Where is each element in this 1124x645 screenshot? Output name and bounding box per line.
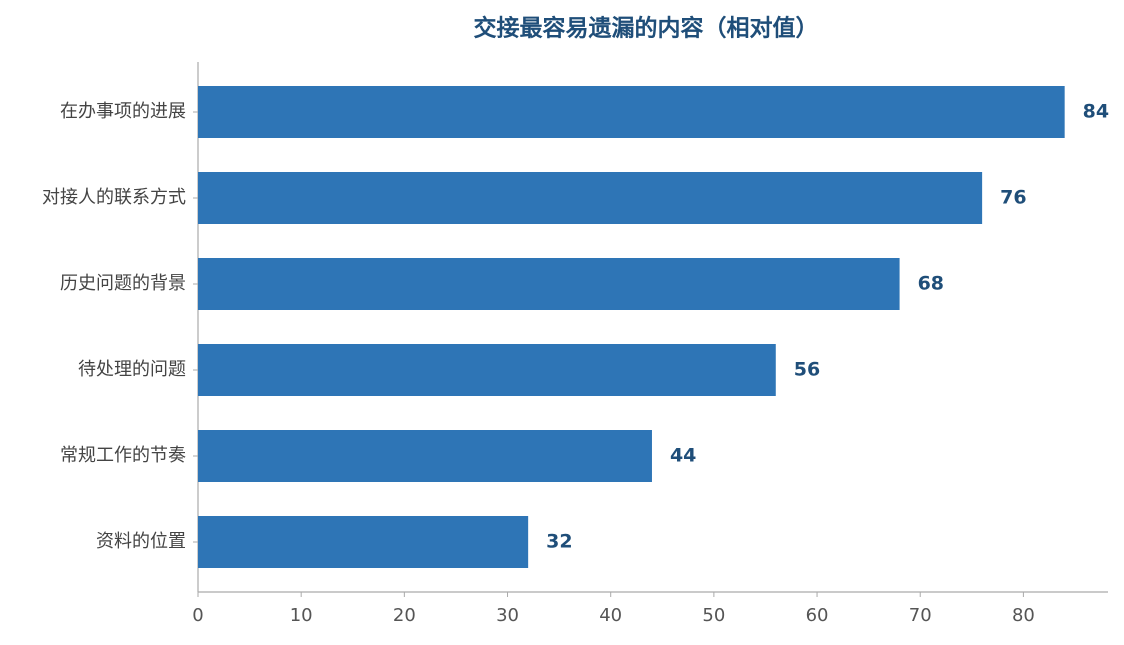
x-tick-label: 80 (1012, 605, 1035, 626)
bar (198, 86, 1065, 138)
chart-title: 交接最容易遗漏的内容（相对值） (474, 15, 819, 42)
y-tick-label: 待处理的问题 (78, 359, 186, 380)
x-tick-label: 50 (702, 605, 725, 626)
bar (198, 516, 529, 568)
x-tick-label: 60 (806, 605, 829, 626)
bar (198, 258, 900, 310)
value-label: 44 (670, 445, 696, 467)
x-tick-label: 30 (496, 605, 519, 626)
value-label: 84 (1083, 101, 1109, 123)
value-label: 32 (546, 531, 572, 553)
x-tick-label: 10 (290, 605, 313, 626)
bar (198, 344, 776, 396)
y-tick-label: 对接人的联系方式 (42, 187, 186, 208)
bar (198, 172, 983, 224)
y-tick-label: 资料的位置 (96, 531, 186, 552)
value-label: 56 (794, 359, 820, 381)
bar (198, 430, 652, 482)
y-tick-label: 历史问题的背景 (60, 273, 186, 294)
value-label: 68 (918, 273, 944, 295)
x-tick-label: 20 (393, 605, 416, 626)
y-tick-label: 在办事项的进展 (60, 101, 186, 122)
x-tick-label: 70 (909, 605, 932, 626)
x-tick-label: 0 (192, 605, 203, 626)
value-label: 76 (1000, 187, 1026, 209)
x-tick-label: 40 (599, 605, 622, 626)
y-tick-label: 常规工作的节奏 (60, 445, 186, 466)
